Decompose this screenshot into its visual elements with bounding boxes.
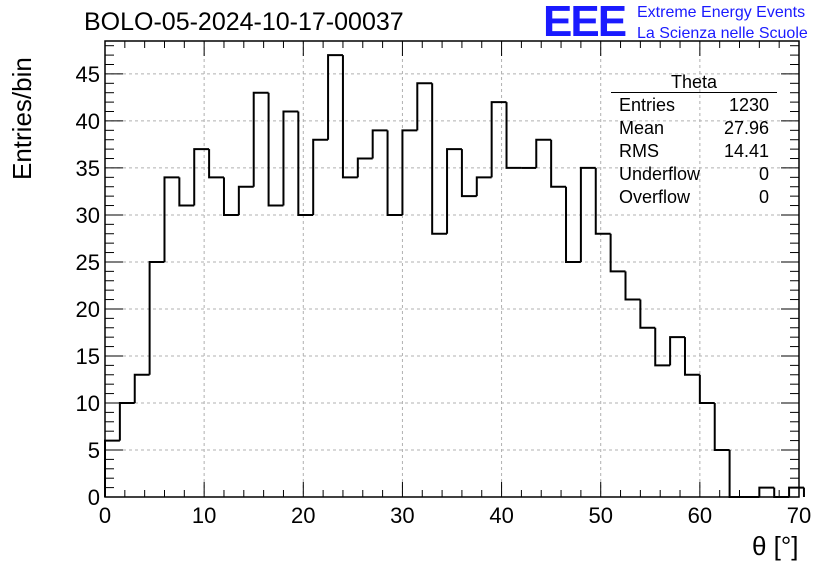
stats-row-mean: Mean 27.96 — [611, 117, 777, 140]
logo-tagline-1: Extreme Energy Events — [637, 4, 806, 21]
histogram-bin — [460, 149, 477, 198]
histogram-bin — [178, 177, 195, 207]
y-tick-label: 15 — [76, 344, 100, 369]
x-tick-label: 40 — [489, 503, 513, 528]
histogram-bin — [758, 486, 775, 497]
histogram-bin — [446, 148, 462, 234]
histogram-bin — [327, 54, 343, 140]
y-tick-label: 25 — [76, 250, 100, 275]
x-axis-label: θ [°] — [752, 531, 799, 561]
histogram-bin — [252, 91, 269, 187]
y-tick-label: 40 — [76, 109, 100, 134]
histogram-bin — [208, 149, 224, 179]
x-tick-label: 10 — [192, 503, 216, 528]
stats-row-underflow: Underflow 0 — [611, 163, 777, 186]
histogram-bin — [282, 110, 299, 206]
histogram-bin — [490, 101, 507, 178]
stats-row-entries: Entries 1230 — [611, 94, 777, 117]
stats-value: 27.96 — [723, 118, 769, 138]
stats-label: Mean — [619, 118, 665, 138]
y-axis-label: Entries/bin — [7, 57, 37, 180]
x-tick-label: 50 — [588, 503, 612, 528]
histogram-bin — [550, 139, 567, 188]
stats-value: 0 — [758, 164, 769, 184]
y-tick-label: 30 — [76, 203, 100, 228]
stats-label: Entries — [619, 95, 676, 115]
x-tick-label: 20 — [291, 503, 315, 528]
histogram-bin — [297, 111, 314, 216]
x-tick-label: 60 — [688, 503, 712, 528]
y-tick-label: 45 — [76, 62, 100, 87]
histogram-bin — [683, 337, 700, 376]
histogram-bin — [104, 439, 120, 497]
y-tick-label: 10 — [76, 391, 100, 416]
histogram-bin — [475, 176, 492, 197]
histogram-bin — [371, 129, 388, 159]
histogram-bin — [222, 177, 239, 216]
chart-title: BOLO-05-2024-10-17-00037 — [84, 8, 404, 36]
x-tick-label: 30 — [390, 503, 414, 528]
histogram-bin — [773, 487, 790, 498]
histogram-bin — [237, 185, 254, 215]
histogram-bin — [356, 157, 373, 178]
histogram-bin — [416, 82, 433, 131]
histogram-bin — [565, 186, 581, 263]
eee-logo-icon: EEE — [543, 0, 627, 46]
x-tick-label: 0 — [99, 503, 111, 528]
histogram-bin — [386, 130, 403, 216]
stats-box: Theta Entries 1230 Mean 27.96 RMS 14.41 … — [611, 72, 777, 209]
histogram-bin — [148, 260, 165, 375]
stats-row-rms: RMS 14.41 — [611, 140, 777, 163]
histogram-bin — [788, 486, 804, 497]
y-tick-label: 5 — [88, 438, 100, 463]
histogram-bin — [669, 336, 685, 366]
y-tick-label: 20 — [76, 297, 100, 322]
histogram-bin — [728, 449, 745, 498]
stats-title: Theta — [611, 72, 777, 93]
stats-value: 1230 — [728, 95, 769, 115]
histogram-bin — [267, 92, 284, 207]
stats-value: 0 — [758, 187, 769, 207]
histogram-bin — [401, 129, 418, 215]
histogram-bin — [639, 299, 656, 329]
stats-label: Underflow — [619, 164, 701, 184]
histogram-bin — [579, 166, 596, 262]
histogram-bin — [594, 167, 611, 235]
stats-value: 14.41 — [723, 141, 769, 161]
histogram-bin — [133, 373, 150, 403]
histogram-bin — [341, 55, 358, 179]
stats-row-overflow: Overflow 0 — [611, 186, 777, 209]
histogram-bin — [193, 148, 210, 206]
histogram-bin — [535, 138, 552, 168]
histogram-bin — [505, 102, 522, 169]
logo-tagline-2: La Scienza nelle Scuole — [637, 25, 808, 42]
histogram-bin — [624, 271, 641, 301]
histogram-bin — [654, 327, 671, 367]
histogram-bin — [431, 83, 448, 235]
histogram-bin — [163, 176, 180, 262]
y-tick-label: 35 — [76, 156, 100, 181]
histogram-bin — [698, 374, 715, 404]
stats-label: RMS — [619, 141, 659, 161]
x-tick-label: 70 — [787, 503, 811, 528]
histogram-bin — [609, 233, 626, 273]
y-tick-label: 0 — [88, 485, 100, 510]
histogram-bin — [713, 402, 730, 451]
stats-label: Overflow — [619, 187, 691, 207]
plot-frame — [104, 40, 800, 498]
histogram-bin — [118, 401, 135, 441]
histogram-bin — [312, 138, 329, 215]
